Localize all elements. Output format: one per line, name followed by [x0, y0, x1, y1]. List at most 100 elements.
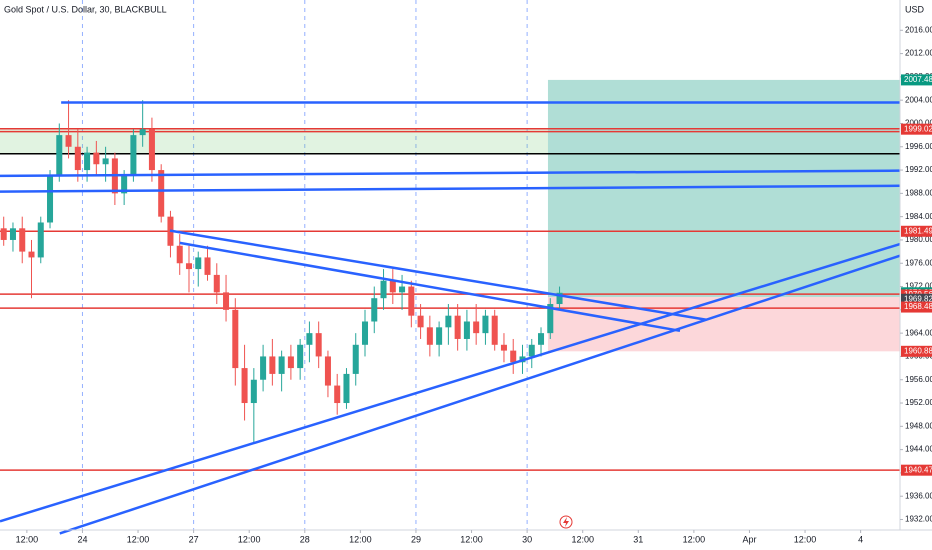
candle-body	[473, 321, 480, 334]
candle-body	[28, 251, 35, 258]
candle-body	[176, 245, 183, 264]
y-tick-label: 1952.00	[905, 398, 932, 407]
y-tick-label: 1976.00	[905, 258, 932, 267]
candle-body	[121, 175, 128, 194]
y-tick-label: 1956.00	[905, 375, 932, 384]
trend-line	[179, 241, 681, 333]
x-tick-label: 31	[633, 534, 643, 544]
candle-body	[334, 385, 341, 404]
candle-body	[93, 152, 100, 165]
candle-body	[547, 304, 554, 334]
trend-line	[0, 169, 901, 178]
y-tick-label: 1984.00	[905, 212, 932, 221]
candle-body	[0, 228, 7, 240]
candle-body	[510, 350, 517, 363]
candle-body	[315, 333, 322, 357]
price-label: 1969.82	[904, 294, 932, 303]
candle-body	[213, 274, 220, 293]
candle-body	[158, 170, 165, 217]
zone	[0, 128, 548, 154]
candle-body	[204, 257, 211, 275]
candle-body	[102, 158, 109, 165]
candle-body	[417, 315, 424, 328]
x-tick-label: 12:00	[349, 534, 372, 544]
candle-body	[260, 356, 267, 380]
candle-body	[185, 263, 192, 270]
trend-line	[0, 242, 901, 523]
candle-body	[37, 222, 44, 258]
y-tick-label: 2004.00	[905, 95, 932, 104]
x-tick-label: 12:00	[238, 534, 261, 544]
y-tick-label: 1992.00	[905, 165, 932, 174]
candle-body	[343, 373, 350, 404]
x-tick-label: 12:00	[794, 534, 817, 544]
candle-body	[482, 315, 489, 334]
y-tick-label: 1980.00	[905, 235, 932, 244]
candle-body	[361, 321, 369, 345]
candle-body	[297, 344, 304, 369]
price-label-bg	[901, 123, 932, 135]
candle-body	[19, 228, 26, 252]
replay-icon[interactable]	[559, 515, 573, 529]
price-label-bg	[901, 293, 932, 305]
y-tick-label: 1948.00	[905, 421, 932, 430]
icon-bolt[interactable]	[563, 517, 569, 527]
y-tick-label: 1972.00	[905, 282, 932, 291]
candle-body	[399, 286, 406, 293]
y-tick-label: 1964.00	[905, 328, 932, 337]
candle-body	[241, 368, 248, 404]
candle-body	[445, 315, 452, 328]
x-tick-label: 12:00	[16, 534, 39, 544]
x-tick-label: Apr	[742, 534, 756, 544]
candle-body	[500, 344, 507, 351]
plot-area	[0, 0, 901, 535]
x-tick-label: 4	[858, 534, 863, 544]
x-tick-label: 24	[77, 534, 87, 544]
candle-body	[491, 315, 498, 345]
candle-body	[223, 292, 230, 310]
candle-body	[556, 292, 563, 305]
price-label: 1968.48	[904, 302, 932, 311]
x-tick-label: 27	[189, 534, 199, 544]
trend-line	[59, 254, 901, 535]
y-tick-label: 2012.00	[905, 49, 932, 58]
candle-body	[9, 228, 16, 240]
position-stop	[547, 297, 900, 352]
candle-body	[463, 321, 470, 339]
y-tick-label: 1932.00	[905, 515, 932, 524]
x-tick-label: 12:00	[127, 534, 150, 544]
candle-body	[232, 309, 239, 369]
candle-body	[56, 135, 63, 176]
currency: USD	[905, 4, 925, 14]
candle-body	[74, 146, 81, 171]
price-label: 2007.48	[904, 75, 932, 84]
candle-body	[528, 344, 535, 357]
x-tick-label: 30	[522, 534, 532, 544]
candle-body	[250, 379, 257, 404]
candle-body	[380, 280, 387, 299]
x-tick-label: 12:00	[460, 534, 483, 544]
y-tick-label: 1996.00	[905, 142, 932, 151]
candle-body	[538, 333, 545, 345]
candle-body	[436, 327, 443, 345]
candle-body	[454, 315, 461, 339]
trend-line	[0, 184, 901, 193]
candle-body	[65, 135, 72, 147]
price-label: 1960.88	[904, 346, 932, 355]
candle-body	[84, 152, 91, 171]
price-label: 1999.02	[904, 124, 932, 133]
candle-body	[278, 356, 285, 374]
price-label: 1940.47	[904, 465, 932, 474]
price-label-bg	[901, 464, 932, 476]
x-tick-label: 28	[300, 534, 310, 544]
candle-body	[324, 356, 331, 386]
candle-body	[195, 257, 202, 270]
candle-body	[269, 356, 276, 374]
y-tick-label: 2016.00	[905, 25, 932, 34]
trend-line	[169, 229, 707, 321]
candle-body	[426, 327, 433, 345]
candle-body	[287, 356, 294, 369]
price-label: 1981.49	[904, 226, 932, 235]
